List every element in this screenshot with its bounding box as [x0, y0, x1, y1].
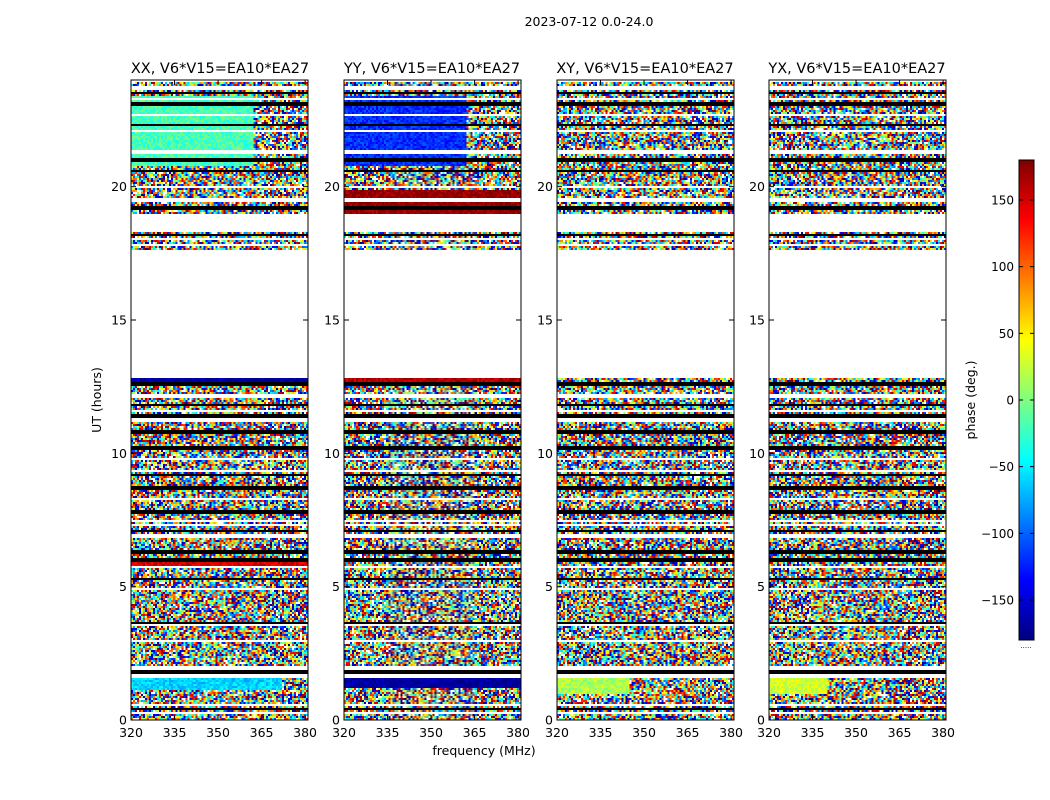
panel-title: YX, V6*V15=EA10*EA27 [767, 61, 945, 77]
heatmap-raster [131, 80, 308, 720]
y-tick-label: 5 [757, 579, 765, 594]
y-tick-label: 20 [324, 179, 340, 194]
y-tick-label: 10 [111, 446, 127, 461]
x-tick-label: 380 [931, 725, 955, 740]
x-tick-label: 365 [676, 725, 700, 740]
colorbar-tick-label: 150 [991, 194, 1014, 208]
axes-frame [768, 79, 947, 721]
axes-frame [556, 79, 735, 721]
x-tick-label: 365 [250, 725, 274, 740]
x-tick-label: 365 [888, 725, 912, 740]
y-tick-label: 0 [545, 713, 553, 728]
heatmap-raster [557, 80, 734, 720]
y-tick-label: 15 [111, 313, 127, 328]
x-tick-label: 335 [801, 725, 825, 740]
x-tick-label: 320 [757, 725, 781, 740]
y-tick-label: 5 [119, 579, 127, 594]
y-tick-label: 0 [757, 713, 765, 728]
colorbar-under-label: ..... [1020, 642, 1031, 650]
colorbar-tick-label: 100 [991, 260, 1014, 274]
y-tick-label: 15 [324, 313, 340, 328]
x-tick-label: 350 [632, 725, 656, 740]
x-axis-label: frequency (MHz) [432, 743, 535, 758]
panel-title: XY, V6*V15=EA10*EA27 [556, 61, 733, 77]
panel-title: XX, V6*V15=EA10*EA27 [131, 61, 309, 77]
colorbar-tick-label: 50 [999, 327, 1014, 341]
x-tick-label: 320 [545, 725, 569, 740]
y-tick-label: 5 [545, 579, 553, 594]
x-tick-label: 380 [293, 725, 317, 740]
heatmap-raster [344, 80, 521, 720]
x-tick-label: 365 [463, 725, 487, 740]
y-tick-label: 0 [119, 713, 127, 728]
colorbar: phase (deg.) ..... −150 −100 −50 0 50 100 150 [963, 159, 1035, 650]
y-tick-label: 20 [749, 179, 765, 194]
heatmap-raster [769, 80, 946, 720]
x-tick-label: 350 [206, 725, 230, 740]
y-tick-label: 10 [537, 446, 553, 461]
colorbar-label: phase (deg.) [963, 361, 978, 440]
panel-xx: XX, V6*V15=EA10*EA27 320 335 350 365 380 0 5 10… [111, 61, 317, 740]
y-tick-label: 5 [332, 579, 340, 594]
x-tick-label: 335 [163, 725, 187, 740]
axes-frame [130, 79, 309, 721]
y-tick-label: 15 [749, 313, 765, 328]
x-tick-label: 380 [506, 725, 530, 740]
colorbar-tick-label: −50 [989, 460, 1014, 474]
axes-frame [343, 79, 522, 721]
panel-title: YY, V6*V15=EA10*EA27 [343, 61, 520, 77]
y-tick-label: 15 [537, 313, 553, 328]
panel-yx: YX, V6*V15=EA10*EA27 320 335 350 365 380 0 5 10… [749, 61, 955, 740]
x-tick-label: 335 [589, 725, 613, 740]
colorbar-tick-label: −100 [981, 527, 1014, 541]
y-tick-label: 10 [749, 446, 765, 461]
x-tick-label: 320 [119, 725, 143, 740]
figure-title: 2023-07-12 0.0-24.0 [525, 14, 654, 29]
panel-xy: XY, V6*V15=EA10*EA27 320 335 350 365 380 0 5 10… [537, 61, 743, 740]
x-tick-label: 320 [332, 725, 356, 740]
x-tick-label: 335 [376, 725, 400, 740]
x-tick-label: 350 [844, 725, 868, 740]
colorbar-tick-label: −150 [981, 594, 1014, 608]
colorbar-tick-label: 0 [1006, 394, 1014, 408]
y-axis-label: UT (hours) [89, 367, 104, 433]
panel-yy: YY, V6*V15=EA10*EA27 320 335 350 365 380 0 5 10… [324, 61, 530, 740]
y-tick-label: 0 [332, 713, 340, 728]
y-tick-label: 10 [324, 446, 340, 461]
x-tick-label: 380 [719, 725, 743, 740]
x-tick-label: 350 [419, 725, 443, 740]
y-tick-label: 20 [537, 179, 553, 194]
y-tick-label: 20 [111, 179, 127, 194]
